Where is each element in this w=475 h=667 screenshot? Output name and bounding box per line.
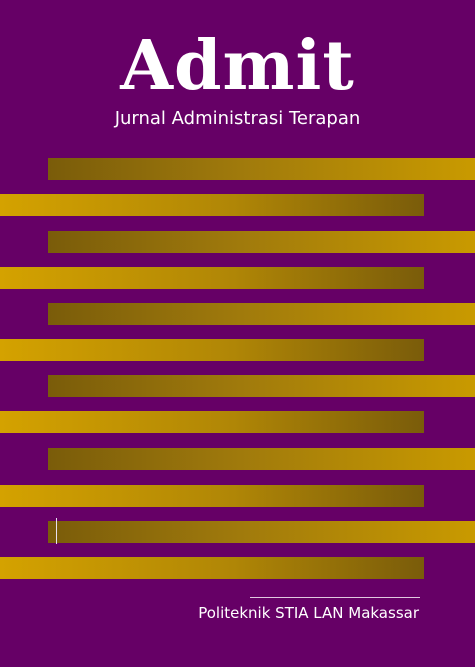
decorative-stripe bbox=[48, 521, 475, 543]
decorative-stripe bbox=[0, 557, 424, 579]
decorative-stripe bbox=[0, 267, 424, 289]
decorative-stripe bbox=[0, 339, 424, 361]
journal-subtitle: Jurnal Administrasi Terapan bbox=[114, 108, 361, 129]
decorative-stripe bbox=[48, 158, 475, 180]
decorative-stripe bbox=[48, 448, 475, 470]
publisher-name: Politeknik STIA LAN Makassar bbox=[198, 604, 419, 622]
decorative-stripe bbox=[48, 303, 475, 325]
text-cursor bbox=[56, 518, 57, 544]
decorative-stripe bbox=[0, 485, 424, 507]
footer-divider bbox=[250, 597, 420, 598]
decorative-stripe bbox=[0, 411, 424, 433]
decorative-stripe bbox=[48, 375, 475, 397]
decorative-stripe bbox=[48, 231, 475, 253]
journal-title: Admit bbox=[120, 26, 355, 106]
decorative-stripe bbox=[0, 194, 424, 216]
